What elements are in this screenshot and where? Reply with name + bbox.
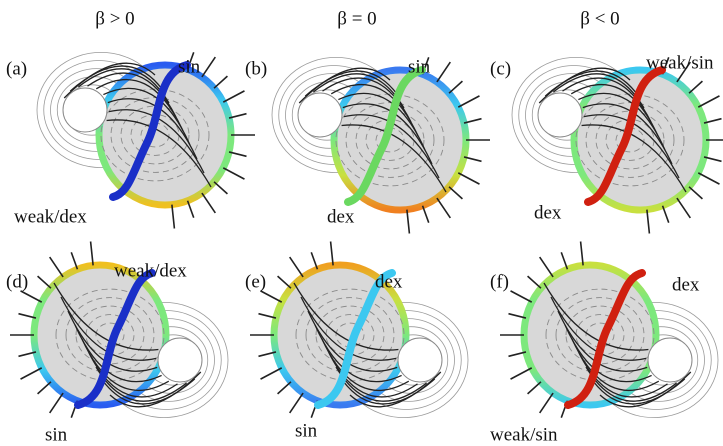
field-line: [689, 187, 702, 199]
magnetic-panel: [500, 242, 718, 418]
field-line: [290, 257, 303, 277]
annotation: sin: [178, 56, 201, 77]
panels: [10, 52, 723, 417]
annotation: sin: [45, 424, 68, 445]
annotation: dex: [327, 206, 355, 227]
field-line: [407, 210, 410, 234]
field-line: [449, 81, 462, 93]
panel-label: (a): [6, 58, 27, 79]
field-line: [528, 382, 541, 394]
column-header: β < 0: [580, 8, 619, 29]
field-line: [50, 393, 63, 413]
field-line: [278, 382, 291, 394]
field-line: [278, 276, 291, 288]
annotation: weak/dex: [114, 260, 187, 281]
field-line: [202, 57, 215, 77]
field-line: [458, 173, 479, 184]
field-line: [21, 291, 42, 302]
spot: [648, 338, 692, 382]
field-line: [223, 168, 244, 179]
field-line: [38, 276, 51, 288]
annotation: sin: [408, 56, 431, 77]
field-line: [202, 193, 215, 213]
field-line: [677, 198, 690, 218]
field-line: [540, 393, 553, 413]
field-line: [449, 187, 462, 199]
field-line: [91, 242, 94, 266]
field-line: [261, 368, 282, 379]
column-header: β = 0: [337, 8, 376, 29]
panel-label: (e): [245, 271, 266, 292]
field-line: [50, 257, 63, 277]
annotation: sin: [295, 420, 318, 441]
field-line: [437, 62, 450, 82]
field-line: [698, 96, 719, 107]
field-line: [261, 291, 282, 302]
figure: β > 0 β = 0 β < 0 (a) sin weak/dex (b) s…: [0, 0, 723, 446]
field-line: [437, 198, 450, 218]
field-line: [689, 81, 702, 93]
field-line: [528, 276, 541, 288]
field-line: [214, 182, 227, 194]
field-line: [223, 91, 244, 102]
field-line: [172, 205, 175, 229]
column-header: β > 0: [95, 8, 134, 29]
panel-label: (b): [245, 58, 267, 79]
annotation: dex: [672, 274, 700, 295]
panel-label: (d): [6, 271, 28, 292]
magnetic-panel: [250, 242, 468, 418]
field-line: [698, 173, 719, 184]
spot: [63, 88, 107, 132]
spot: [398, 338, 442, 382]
field-line: [214, 76, 227, 88]
spot: [298, 93, 342, 137]
panel-label: (c): [490, 58, 511, 79]
spot: [158, 338, 202, 382]
spot: [538, 93, 582, 137]
magnetic-panel: [37, 52, 255, 228]
annotation: dex: [375, 271, 403, 292]
field-line: [647, 210, 650, 234]
field-line: [511, 291, 532, 302]
field-line: [331, 242, 334, 266]
field-line: [21, 368, 42, 379]
annotation: weak/sin: [490, 424, 558, 445]
field-line: [511, 368, 532, 379]
field-line: [581, 242, 584, 266]
annotation: weak/sin: [646, 52, 714, 73]
magnetic-panel: [272, 57, 490, 233]
field-line: [38, 382, 51, 394]
field-line: [540, 257, 553, 277]
annotation: weak/dex: [14, 206, 87, 227]
annotation: dex: [534, 202, 562, 223]
field-line: [290, 393, 303, 413]
field-line: [458, 96, 479, 107]
panel-label: (f): [490, 271, 509, 292]
